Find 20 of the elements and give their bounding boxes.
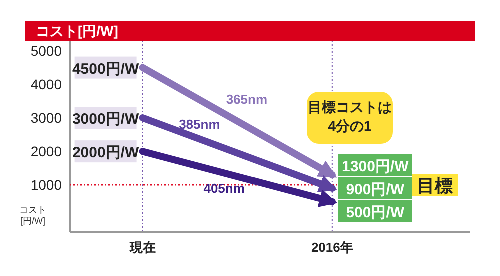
series-label: 365nm [226, 92, 268, 107]
data-label: 500円/W [346, 204, 406, 222]
y-tick-label: 1000 [30, 177, 62, 194]
y-axis-title: コスト[円/W] [20, 205, 46, 226]
data-label: 4500円/W [72, 60, 140, 78]
y-tick-label: 3000 [30, 110, 62, 126]
series-label: 385nm [179, 117, 220, 132]
y-tick-label: 2000 [30, 144, 62, 160]
x-tick-label: 現在 [128, 240, 156, 255]
data-label: 900円/W [346, 181, 406, 198]
y-tick-label: 4000 [30, 76, 62, 93]
y-tick-label: 5000 [30, 43, 62, 60]
ref-line-label: 目標 [417, 176, 453, 196]
data-label: 1300円/W [342, 158, 410, 176]
x-tick-label: 2016年 [311, 240, 354, 255]
chart-title: コスト[円/W] [36, 23, 118, 39]
annotation: 目標コストは 4分の1 [308, 99, 392, 134]
data-label: 3000円/W [72, 111, 140, 128]
series-label: 405nm [204, 181, 245, 196]
data-label: 2000円/W [72, 144, 140, 162]
